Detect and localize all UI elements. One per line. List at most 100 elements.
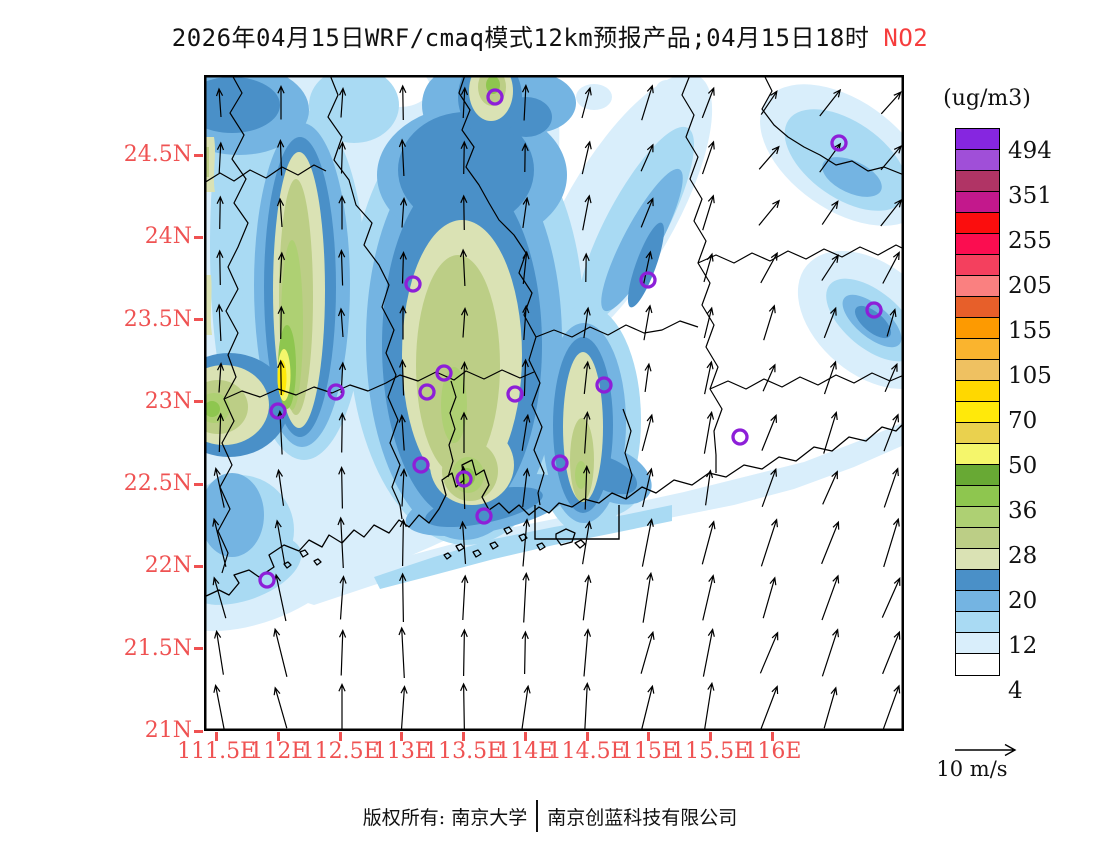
wind-arrow — [819, 88, 842, 117]
wind-arrow — [701, 86, 715, 119]
lon-label: 113E — [372, 739, 431, 764]
lat-label: 23.5N — [123, 306, 192, 332]
lat-label: 21.5N — [123, 635, 192, 661]
wind-arrow — [522, 518, 531, 567]
wind-arrow — [522, 304, 530, 341]
lat-label: 24.5N — [123, 142, 192, 167]
title-text: 2026年04月15日WRF/cmaq模式12km预报产品;04月15日18时 — [171, 24, 870, 52]
wind-arrow — [703, 252, 714, 283]
wind-arrow — [583, 411, 591, 454]
wind-arrow — [460, 682, 468, 733]
wind-arrow — [399, 572, 407, 623]
colorbar-cell — [955, 590, 1000, 613]
wind-arrow — [216, 362, 225, 393]
station-marker — [404, 275, 422, 293]
station-marker — [486, 88, 504, 106]
wind-arrow — [880, 91, 902, 115]
wind-arrow — [338, 141, 346, 174]
wind-arrow — [582, 465, 591, 510]
lon-tick — [585, 732, 589, 741]
colorbar-cell — [955, 653, 1000, 676]
wind-arrow — [212, 517, 227, 567]
wind-reference-arrow — [955, 743, 1017, 757]
wind-arrow — [398, 626, 406, 679]
wind-arrow — [521, 413, 531, 451]
wind-arrow — [884, 362, 898, 393]
wind-arrow — [881, 577, 901, 618]
colorbar-label: 20 — [1008, 587, 1038, 614]
wind-arrow — [583, 306, 591, 338]
lon-tick — [338, 732, 342, 741]
wind-arrow — [821, 254, 840, 281]
wind-arrow — [822, 470, 838, 505]
wind-arrow — [701, 140, 715, 175]
station-marker — [435, 364, 453, 382]
wind-arrow — [273, 627, 288, 677]
wind-arrow — [644, 362, 652, 392]
wind-arrow — [216, 141, 225, 174]
lat-tick — [194, 153, 203, 157]
wind-arrow — [880, 144, 902, 171]
lat-label: 22N — [144, 553, 192, 579]
colorbar-cell — [955, 506, 1000, 529]
lat-label: 24N — [144, 224, 192, 250]
lon-tick — [400, 732, 404, 741]
lat-tick — [194, 318, 203, 322]
colorbar-label: 36 — [1008, 497, 1038, 524]
colorbar-cell — [955, 233, 1000, 256]
wind-arrow — [521, 142, 529, 173]
lon-label: 113.5E — [424, 739, 504, 764]
wind-arrow — [760, 251, 778, 284]
wind-arrow — [640, 197, 654, 228]
colorbar-cell — [955, 569, 1000, 592]
wind-arrows — [212, 84, 903, 733]
wind-arrow — [642, 571, 654, 623]
lon-tick — [770, 732, 774, 741]
wind-arrow — [582, 252, 590, 283]
colorbar-label: 255 — [1008, 227, 1052, 254]
colorbar-cell — [955, 128, 1000, 151]
colorbar-label: 70 — [1008, 407, 1038, 434]
lat-tick — [194, 482, 203, 486]
lon-label: 116E — [743, 739, 802, 764]
contour-fills — [168, 57, 947, 731]
wind-arrow — [337, 516, 345, 569]
wind-arrow — [883, 413, 899, 452]
wind-arrow — [215, 303, 224, 342]
wind-arrow — [759, 631, 779, 674]
wind-arrow — [581, 140, 592, 175]
wind-arrow — [460, 194, 468, 231]
wind-arrow — [583, 628, 592, 677]
wind-arrow — [705, 469, 714, 506]
lon-label: 115.5E — [671, 739, 751, 764]
wind-arrow — [882, 684, 901, 731]
colorbar-cell — [955, 212, 1000, 235]
wind-arrow — [758, 145, 780, 170]
colorbar-label: 494 — [1008, 137, 1052, 164]
wind-arrow — [762, 363, 776, 392]
wind-arrow — [582, 194, 592, 231]
wind-arrow — [273, 686, 288, 729]
wind-arrow — [399, 305, 407, 340]
wind-arrow — [641, 684, 655, 730]
colorbar-cell — [955, 254, 1000, 277]
station-marker — [506, 385, 524, 403]
wind-arrow — [703, 410, 715, 454]
colorbar-unit: (ug/m3) — [943, 86, 1031, 111]
lon-tick — [462, 732, 466, 741]
colorbar-cell — [955, 380, 1000, 403]
lon-label: 115E — [619, 739, 678, 764]
colorbar-cell — [955, 632, 1000, 655]
wind-arrow — [880, 198, 903, 227]
wind-arrow — [460, 86, 469, 119]
wind-arrow — [521, 358, 529, 397]
wind-arrow — [821, 628, 839, 677]
lon-label: 114E — [496, 739, 555, 764]
wind-arrow — [758, 199, 781, 226]
wind-arrow — [216, 195, 224, 230]
colorbar-cell — [955, 401, 1000, 424]
lon-tick — [647, 732, 651, 741]
wind-arrow — [641, 517, 654, 567]
station-marker — [865, 301, 883, 319]
